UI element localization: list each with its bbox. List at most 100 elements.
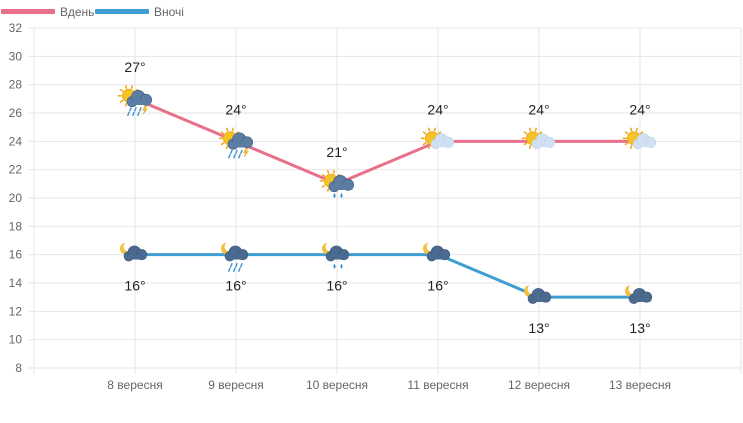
sun-ray: [639, 131, 644, 135]
sun-ray: [433, 127, 437, 132]
sun-ray: [629, 127, 633, 132]
sun-ray: [422, 131, 427, 135]
rain-drop: [137, 111, 140, 117]
night-temp-label: 13°: [629, 320, 650, 336]
y-tick-label: 22: [9, 163, 23, 177]
sun-ray: [225, 127, 229, 132]
moon-cloud-rain-icon: [322, 241, 350, 269]
cloud-icon: [123, 245, 148, 262]
rain-drop: [230, 262, 233, 268]
rain-icon: [127, 107, 142, 117]
night-temp-label: 16°: [326, 278, 347, 294]
rain-drop: [127, 111, 130, 117]
sun-ray: [437, 131, 442, 135]
day-temp-label: 24°: [629, 101, 650, 117]
y-tick-label: 20: [9, 191, 23, 205]
cloud-base: [226, 254, 248, 260]
cloud-icon: [531, 133, 556, 150]
sun-ray: [321, 173, 326, 177]
night-temp-label: 16°: [427, 278, 448, 294]
sun-cloud-rain-icon: [319, 170, 355, 198]
sun-cloud-rain-thunder-icon: [218, 127, 254, 159]
cloud-base: [634, 142, 656, 148]
legend: Вдень Вночі: [1, 5, 184, 19]
moon-cloud-icon: [423, 241, 451, 262]
sun-ray: [321, 184, 326, 188]
cloud-icon: [126, 89, 153, 108]
sun-ray: [629, 145, 633, 150]
sun-ray: [635, 127, 639, 132]
rain-drop: [235, 262, 238, 268]
x-tick-label: 10 вересня: [306, 378, 368, 392]
day-temp-label: 24°: [528, 101, 549, 117]
moon-cloud-icon: [524, 283, 552, 304]
cloud-base: [428, 254, 450, 260]
rain-drop: [134, 107, 137, 112]
legend-swatch: [1, 9, 55, 14]
night-temp-label: 16°: [225, 278, 246, 294]
moon-cloud-icon: [120, 241, 148, 262]
cloud-icon: [632, 133, 657, 150]
day-temp-label: 21°: [326, 144, 347, 160]
legend-item-night[interactable]: Вночі: [95, 5, 184, 19]
rain-drop: [240, 149, 243, 155]
grid: [28, 27, 742, 374]
sun-ray: [523, 142, 528, 146]
y-tick-label: 8: [15, 361, 22, 375]
sun-ray: [422, 142, 427, 146]
cloud-icon: [426, 245, 451, 262]
sun-ray: [119, 99, 124, 103]
rain-drop: [228, 154, 231, 159]
cloud-base: [432, 142, 454, 148]
legend-item-day[interactable]: Вдень: [1, 5, 94, 19]
moon-cloud-rain-icon: [221, 241, 249, 272]
temperature-labels: 27° 24° 21° 24° 24° 24° 16° 16° 16° 16° 13° 13°: [124, 59, 650, 336]
x-tick-label: 9 вересня: [208, 378, 263, 392]
cloud-base: [529, 297, 551, 302]
cloud-icon: [430, 133, 455, 150]
sun-ray: [624, 142, 629, 146]
rain-drop: [235, 149, 238, 155]
weather-icons: [117, 85, 657, 304]
sun-ray: [332, 170, 336, 175]
cloud-icon: [628, 288, 653, 304]
rain-drop: [230, 149, 233, 155]
cloud-base: [330, 184, 354, 191]
rain-drop: [139, 107, 142, 112]
rain-icon: [228, 262, 243, 272]
rain-drop: [333, 263, 336, 269]
rain-drop: [238, 267, 241, 272]
cloud-base: [229, 142, 253, 148]
sun-cloud-rain-thunder-icon: [117, 85, 153, 117]
rain-drop: [238, 154, 241, 159]
cloud-icon: [227, 132, 254, 150]
x-tick-label: 12 вересня: [508, 378, 570, 392]
sun-ray: [624, 131, 629, 135]
night-temp-label: 13°: [528, 320, 549, 336]
rain-drop: [333, 192, 336, 198]
rain-drop: [233, 154, 236, 159]
cloud-icon: [325, 245, 350, 262]
day-temp-label: 24°: [427, 101, 448, 117]
y-tick-label: 14: [9, 276, 23, 290]
cloud-icon: [527, 288, 552, 304]
sun-ray: [326, 187, 330, 192]
sun-cloud-icon: [622, 127, 657, 150]
sun-ray: [523, 131, 528, 135]
sun-ray: [534, 127, 538, 132]
rain-icon: [228, 149, 243, 159]
sun-ray: [528, 145, 532, 150]
legend-label: Вночі: [154, 5, 184, 19]
night-temp-label: 16°: [124, 278, 145, 294]
sun-ray: [326, 170, 330, 175]
y-tick-label: 12: [9, 304, 23, 318]
rain-drop: [233, 267, 236, 272]
cloud-base: [128, 99, 152, 106]
day-temp-label: 24°: [225, 101, 246, 117]
series-line-night: [135, 253, 640, 299]
legend-swatch: [95, 9, 149, 14]
sun-ray: [538, 131, 543, 135]
sun-ray: [119, 88, 124, 92]
rain-drop: [129, 107, 132, 112]
